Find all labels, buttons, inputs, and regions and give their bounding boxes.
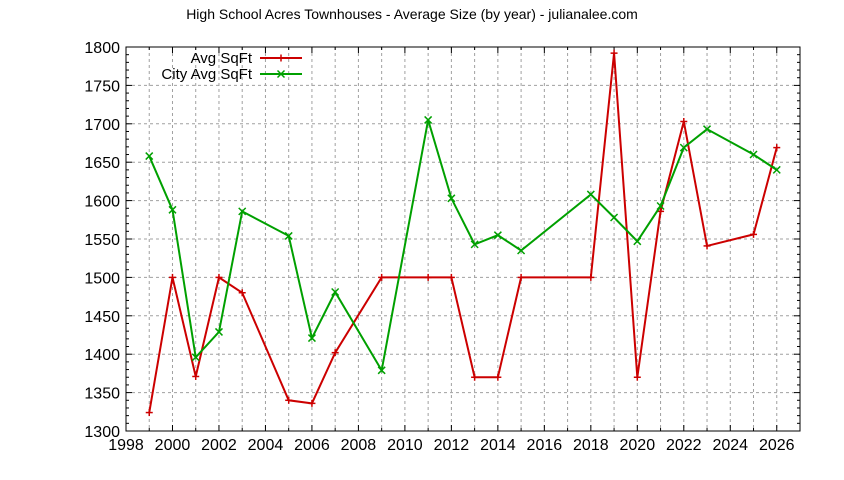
plus-marker-icon bbox=[145, 409, 153, 417]
plus-marker-icon bbox=[331, 349, 339, 357]
x-tick-label: 2004 bbox=[248, 437, 284, 454]
x-tick-label: 2008 bbox=[341, 437, 377, 454]
plus-marker-icon bbox=[238, 289, 246, 297]
y-tick-label: 1800 bbox=[84, 40, 120, 57]
series-line-0 bbox=[148, 53, 778, 413]
x-tick-label: 2010 bbox=[387, 437, 423, 454]
plus-marker-icon bbox=[192, 372, 200, 380]
x-tick-label: 2012 bbox=[434, 437, 470, 454]
plus-marker-icon bbox=[633, 373, 641, 381]
x-tick-label: 1998 bbox=[108, 437, 144, 454]
cross-marker-icon bbox=[377, 366, 386, 375]
cross-marker-icon bbox=[238, 207, 247, 216]
plus-marker-icon bbox=[424, 273, 432, 281]
cross-marker-icon bbox=[145, 152, 154, 161]
grid-lines bbox=[126, 47, 800, 431]
plot-frame bbox=[125, 46, 801, 432]
cross-marker-icon bbox=[276, 69, 286, 79]
x-tick-label: 2018 bbox=[573, 437, 609, 454]
y-tick-label: 1700 bbox=[84, 117, 120, 134]
cross-marker-icon bbox=[493, 231, 502, 240]
plus-marker-icon bbox=[587, 273, 595, 281]
y-tick-label: 1550 bbox=[84, 232, 120, 249]
x-tick-label: 2022 bbox=[666, 437, 702, 454]
y-tick-label: 1450 bbox=[84, 309, 120, 326]
y-tick-label: 1500 bbox=[84, 270, 120, 287]
data-series bbox=[145, 49, 781, 417]
cross-marker-icon bbox=[284, 231, 293, 240]
plus-marker-icon bbox=[215, 273, 223, 281]
plus-marker-icon bbox=[773, 144, 781, 152]
cross-marker-icon bbox=[679, 143, 688, 152]
plus-marker-icon bbox=[657, 207, 665, 215]
plus-marker-icon bbox=[610, 49, 618, 57]
plus-marker-icon bbox=[308, 399, 316, 407]
x-tick-label: 2026 bbox=[759, 437, 795, 454]
plus-marker-icon bbox=[750, 230, 758, 238]
y-tick-label: 1400 bbox=[84, 347, 120, 364]
chart-title-text: High School Acres Townhouses - Average S… bbox=[186, 6, 638, 22]
plus-marker-icon bbox=[680, 117, 688, 125]
cross-marker-icon bbox=[703, 125, 712, 134]
plus-marker-icon bbox=[447, 273, 455, 281]
cross-marker-icon bbox=[749, 150, 758, 159]
legend-label: City Avg SqFt bbox=[161, 66, 252, 83]
cross-marker-icon bbox=[610, 213, 619, 222]
cross-marker-icon bbox=[586, 190, 595, 199]
x-tick-label: 2000 bbox=[155, 437, 191, 454]
series-line-1 bbox=[148, 119, 778, 374]
chart-title: High School Acres Townhouses - Average S… bbox=[0, 6, 844, 22]
plus-marker-icon bbox=[494, 373, 502, 381]
y-tick-label: 1650 bbox=[84, 155, 120, 172]
plus-marker-icon bbox=[378, 273, 386, 281]
plus-marker-icon bbox=[471, 373, 479, 381]
x-tick-label: 2024 bbox=[712, 437, 748, 454]
cross-marker-icon bbox=[424, 115, 433, 124]
plus-marker-icon bbox=[517, 273, 525, 281]
legend-label: Avg SqFt bbox=[191, 50, 253, 67]
plus-marker-icon bbox=[168, 273, 176, 281]
x-axis-labels: 1998 2000 2002 2004 2006 2008 2010 2012 2014 2016… bbox=[108, 437, 794, 454]
cross-marker-icon bbox=[656, 201, 665, 211]
plus-marker-icon bbox=[703, 242, 711, 250]
cross-marker-icon bbox=[307, 334, 316, 343]
cross-marker-icon bbox=[633, 237, 642, 246]
plus-marker-icon bbox=[285, 396, 293, 404]
y-tick-label: 1750 bbox=[84, 78, 120, 95]
cross-marker-icon bbox=[447, 194, 456, 203]
cross-marker-icon bbox=[470, 240, 479, 249]
cross-marker-icon bbox=[168, 205, 177, 214]
y-axis-labels: 1300 1350 1400 1450 1500 1550 1600 1650 1700 1750… bbox=[84, 40, 120, 441]
cross-marker-icon bbox=[517, 246, 526, 255]
y-tick-label: 1350 bbox=[84, 386, 120, 403]
cross-marker-icon bbox=[331, 287, 340, 297]
x-tick-label: 2002 bbox=[201, 437, 237, 454]
x-tick-label: 2014 bbox=[480, 437, 516, 454]
x-tick-label: 2006 bbox=[294, 437, 330, 454]
y-tick-label: 1300 bbox=[84, 424, 120, 441]
x-tick-label: 2020 bbox=[620, 437, 656, 454]
cross-marker-icon bbox=[772, 165, 781, 174]
cross-marker-icon bbox=[191, 353, 200, 362]
cross-marker-icon bbox=[214, 327, 223, 336]
y-tick-label: 1600 bbox=[84, 194, 120, 211]
x-tick-label: 2016 bbox=[527, 437, 563, 454]
